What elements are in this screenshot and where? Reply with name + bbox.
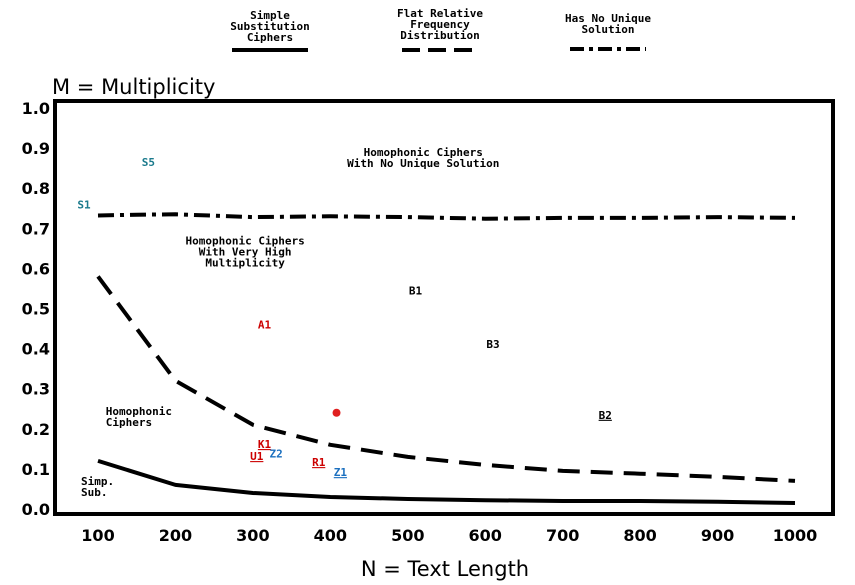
series-line-dashdot	[97, 212, 796, 221]
region-label-line: Homophonic Ciphers	[186, 234, 305, 247]
legend: Simple Substitution Ciphers Flat Relative Fr…	[230, 7, 651, 52]
x-tick-label: 400	[314, 526, 347, 545]
y-axis-title: M = Multiplicity	[52, 75, 215, 99]
plot-frame	[53, 99, 835, 516]
y-tick-label: 0.7	[22, 219, 50, 238]
region-label: Homophonic Ciphers	[106, 405, 172, 429]
legend-label-line: Flat Relative	[397, 7, 483, 20]
point-label-b2: B2	[599, 409, 612, 422]
x-tick-label: 300	[236, 526, 269, 545]
legend-label-line: Frequency	[410, 18, 470, 31]
x-tick-label: 200	[159, 526, 192, 545]
x-tick-label: 500	[391, 526, 424, 545]
red-dot-marker	[332, 408, 341, 417]
point-label-z2: Z2	[269, 448, 282, 461]
legend-label-line: Solution	[582, 23, 635, 36]
x-tick-label: 800	[623, 526, 656, 545]
y-tick-label: 0.2	[22, 420, 50, 439]
series-lines	[96, 212, 796, 505]
region-label-line: Multiplicity	[205, 256, 285, 269]
y-tick-label: 0.0	[22, 500, 50, 519]
legend-label-line: Ciphers	[247, 31, 293, 44]
legend-label-line: Distribution	[400, 29, 479, 42]
point-label-a1: A1	[258, 319, 272, 332]
x-tick-label: 700	[546, 526, 579, 545]
legend-label: Flat Relative Frequency Distribution	[397, 7, 483, 42]
region-label-line: With Very High	[199, 245, 292, 258]
region-label-line: Homophonic	[106, 405, 172, 418]
point-label-s1: S1	[77, 198, 91, 211]
y-tick-label: 0.8	[22, 179, 50, 198]
point-label-b1: B1	[409, 284, 423, 297]
region-label-line: Homophonic Ciphers	[364, 146, 483, 159]
region-label-line: With No Unique Solution	[347, 157, 499, 170]
region-label: Simp. Sub.	[81, 475, 114, 499]
region-labels: Homophonic Ciphers With No Unique Solutio…	[81, 146, 499, 499]
legend-label-line: Simple	[250, 9, 290, 22]
x-tick-label: 600	[469, 526, 502, 545]
point-label-b3: B3	[486, 338, 499, 351]
axis-ticks: 0.0 0.1 0.2 0.3 0.4 0.5 0.6 0.7 0.8 0.9 1.0 100 200 3…	[22, 99, 818, 545]
region-label-line: Ciphers	[106, 416, 152, 429]
legend-label: Simple Substitution Ciphers	[230, 9, 309, 44]
y-tick-label: 0.6	[22, 259, 50, 278]
region-label: Homophonic Ciphers With Very High Multipli…	[186, 234, 305, 269]
y-tick-label: 0.1	[22, 460, 50, 479]
region-label-line: Sub.	[81, 486, 108, 499]
y-tick-label: 0.3	[22, 380, 50, 399]
x-tick-label: 1000	[773, 526, 818, 545]
point-label-u1: U1	[250, 450, 264, 463]
series-line-solid	[97, 458, 796, 505]
series-line-dashed	[96, 275, 796, 483]
point-label-r1: R1	[312, 456, 326, 469]
y-tick-label: 0.9	[22, 139, 50, 158]
legend-label: Has No Unique Solution	[565, 12, 651, 36]
region-label-line: Simp.	[81, 475, 114, 488]
y-tick-label: 1.0	[22, 99, 50, 118]
point-label-k1: K1	[258, 438, 272, 451]
region-label: Homophonic Ciphers With No Unique Solutio…	[347, 146, 499, 170]
legend-label-line: Has No Unique	[565, 12, 651, 25]
x-axis-title: N = Text Length	[361, 557, 529, 581]
x-tick-label: 900	[701, 526, 734, 545]
point-label-z1: Z1	[334, 466, 348, 479]
legend-label-line: Substitution	[230, 20, 309, 33]
point-label-s5: S5	[142, 156, 155, 169]
y-tick-label: 0.4	[22, 340, 50, 359]
x-tick-label: 100	[81, 526, 114, 545]
y-tick-label: 0.5	[22, 300, 50, 319]
